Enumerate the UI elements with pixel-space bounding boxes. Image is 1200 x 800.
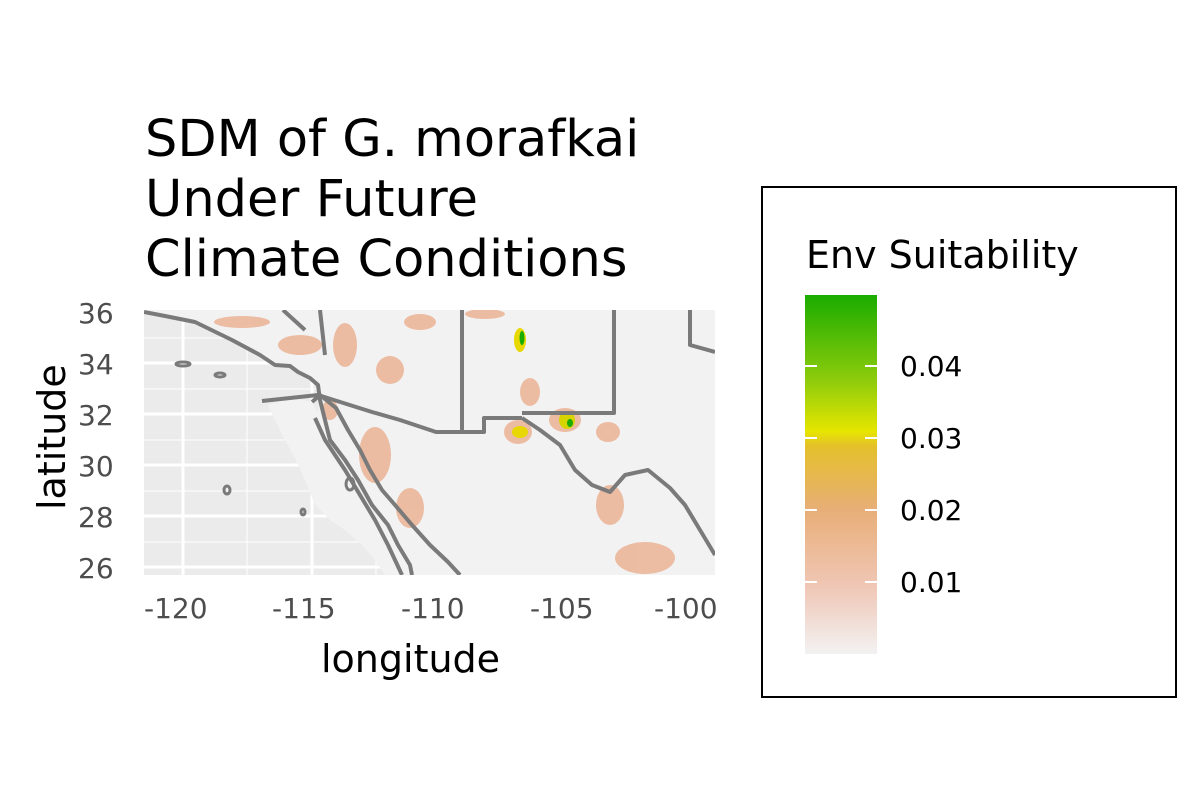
legend-label-0.02: 0.02 bbox=[900, 494, 963, 527]
y-tick-34: 34 bbox=[78, 348, 114, 381]
y-tick-36: 36 bbox=[78, 297, 114, 330]
mainland-land bbox=[144, 310, 715, 575]
legend-label-0.04: 0.04 bbox=[900, 350, 963, 383]
ca-az-border-south bbox=[318, 310, 327, 356]
colorbar-tick-right-0.04 bbox=[865, 365, 877, 367]
ok-tx-border bbox=[688, 310, 715, 354]
baja-peninsula bbox=[268, 398, 412, 575]
x-tick-neg110: -110 bbox=[401, 592, 465, 625]
rio-grande bbox=[520, 416, 715, 557]
x-tick-neg120: -120 bbox=[144, 592, 208, 625]
ca-az-border bbox=[281, 310, 307, 332]
legend-label-0.03: 0.03 bbox=[900, 422, 963, 455]
pacific-coastline bbox=[144, 310, 414, 575]
plot-title-line-1: SDM of G. morafkai bbox=[145, 110, 640, 169]
legend-label-0.01: 0.01 bbox=[900, 566, 963, 599]
gulf-east-coast bbox=[310, 393, 462, 575]
plot-title-line-2: Under Future bbox=[145, 170, 478, 229]
y-tick-32: 32 bbox=[78, 399, 114, 432]
x-tick-neg115: -115 bbox=[272, 592, 336, 625]
colorbar-tick-left-0.04 bbox=[805, 365, 817, 367]
nm-tx-border bbox=[522, 310, 616, 415]
colorbar-tick-left-0.02 bbox=[805, 509, 817, 511]
us-mexico-border-west bbox=[261, 393, 522, 434]
y-tick-30: 30 bbox=[78, 450, 114, 483]
x-tick-neg100: -100 bbox=[654, 592, 718, 625]
x-axis-title: longitude bbox=[321, 637, 501, 681]
suitability-hotspots bbox=[512, 328, 575, 438]
legend-colorbar bbox=[805, 295, 877, 654]
islands bbox=[174, 360, 356, 517]
colorbar-tick-left-0.03 bbox=[805, 437, 817, 439]
gulf-west-coast bbox=[313, 417, 404, 575]
suitability-overlays bbox=[214, 310, 675, 574]
plot-title-line-3: Climate Conditions bbox=[145, 230, 628, 289]
colorbar-tick-right-0.03 bbox=[865, 437, 877, 439]
y-tick-28: 28 bbox=[78, 501, 114, 534]
colorbar-tick-right-0.02 bbox=[865, 509, 877, 511]
legend-title: Env Suitability bbox=[806, 233, 1079, 277]
borders bbox=[144, 310, 715, 575]
colorbar-tick-left-0.01 bbox=[805, 581, 817, 583]
x-tick-neg105: -105 bbox=[530, 592, 594, 625]
y-tick-26: 26 bbox=[78, 552, 114, 585]
colorbar-tick-right-0.01 bbox=[865, 581, 877, 583]
